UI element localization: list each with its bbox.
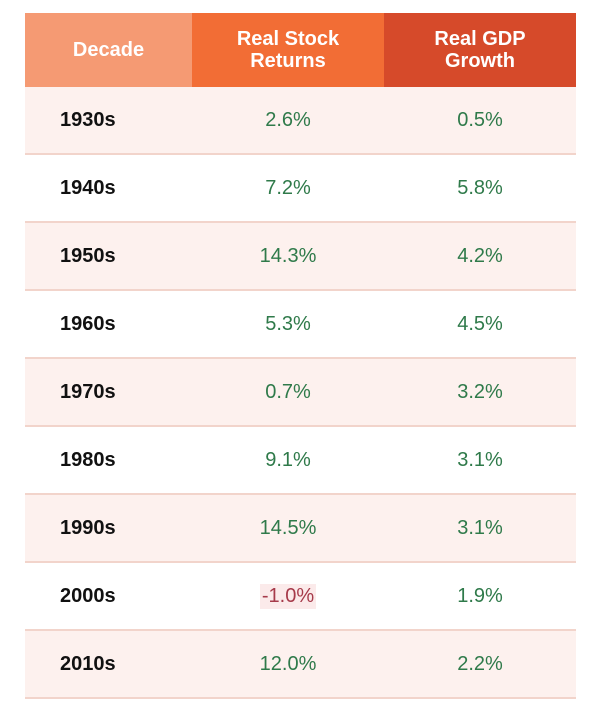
table-row: 1940s 7.2% 5.8% [25,155,576,223]
gdp-growth-value: 3.2% [457,380,503,403]
decade-cell: 1960s [60,312,116,335]
decade-cell: 2000s [60,584,116,607]
decade-cell: 1990s [60,516,116,539]
gdp-growth-value: 4.5% [457,312,503,335]
gdp-growth-value: 4.2% [457,244,503,267]
header-decade: Decade [25,13,192,87]
stock-return-cell: 0.7% [192,359,384,425]
table-row: 1990s 14.5% 3.1% [25,495,576,563]
stock-return-cell: 5.3% [192,291,384,357]
gdp-growth-cell: 3.1% [384,495,576,561]
returns-table: Decade Real Stock Returns Real GDP Growt… [25,13,576,699]
gdp-growth-value: 3.1% [457,516,503,539]
gdp-growth-value: 2.2% [457,652,503,675]
stock-return-cell: 9.1% [192,427,384,493]
gdp-growth-cell: 4.5% [384,291,576,357]
stock-return-cell: 2.6% [192,87,384,153]
table-row: 1970s 0.7% 3.2% [25,359,576,427]
stock-return-cell: 12.0% [192,631,384,697]
decade-cell: 1940s [60,176,116,199]
gdp-growth-cell: 2.2% [384,631,576,697]
gdp-growth-value: 1.9% [457,584,503,607]
stock-return-value: 14.5% [259,516,317,539]
stock-return-value: 7.2% [265,176,311,199]
table-row: 2000s -1.0% 1.9% [25,563,576,631]
header-real-stock-returns: Real Stock Returns [192,13,384,87]
stock-return-value: 2.6% [265,108,311,131]
gdp-growth-cell: 1.9% [384,563,576,629]
gdp-growth-cell: 5.8% [384,155,576,221]
stock-return-cell: 7.2% [192,155,384,221]
gdp-growth-value: 0.5% [457,108,503,131]
gdp-growth-value: 5.8% [457,176,503,199]
gdp-growth-cell: 4.2% [384,223,576,289]
table-header: Decade Real Stock Returns Real GDP Growt… [25,13,576,87]
gdp-growth-value: 3.1% [457,448,503,471]
decade-cell: 1980s [60,448,116,471]
decade-cell: 1930s [60,108,116,131]
gdp-growth-cell: 3.1% [384,427,576,493]
table-row: 1960s 5.3% 4.5% [25,291,576,359]
decade-cell: 2010s [60,652,116,675]
stock-return-cell: 14.3% [192,223,384,289]
stock-return-value: 9.1% [265,448,311,471]
table-body: 1930s 2.6% 0.5% 1940s 7.2% 5.8% 1950s 14.3% 4.2%… [25,87,576,699]
stock-return-value: 14.3% [259,244,317,267]
table-row: 2010s 12.0% 2.2% [25,631,576,699]
table-row: 1950s 14.3% 4.2% [25,223,576,291]
stock-return-cell: -1.0% [192,563,384,629]
table-row: 1930s 2.6% 0.5% [25,87,576,155]
stock-return-value: 0.7% [265,380,311,403]
stock-return-value: -1.0% [259,583,317,609]
stock-return-value: 12.0% [259,652,317,675]
decade-cell: 1950s [60,244,116,267]
stock-return-cell: 14.5% [192,495,384,561]
gdp-growth-cell: 0.5% [384,87,576,153]
header-real-gdp-growth: Real GDP Growth [384,13,576,87]
stock-return-value: 5.3% [265,312,311,335]
table-row: 1980s 9.1% 3.1% [25,427,576,495]
gdp-growth-cell: 3.2% [384,359,576,425]
decade-cell: 1970s [60,380,116,403]
